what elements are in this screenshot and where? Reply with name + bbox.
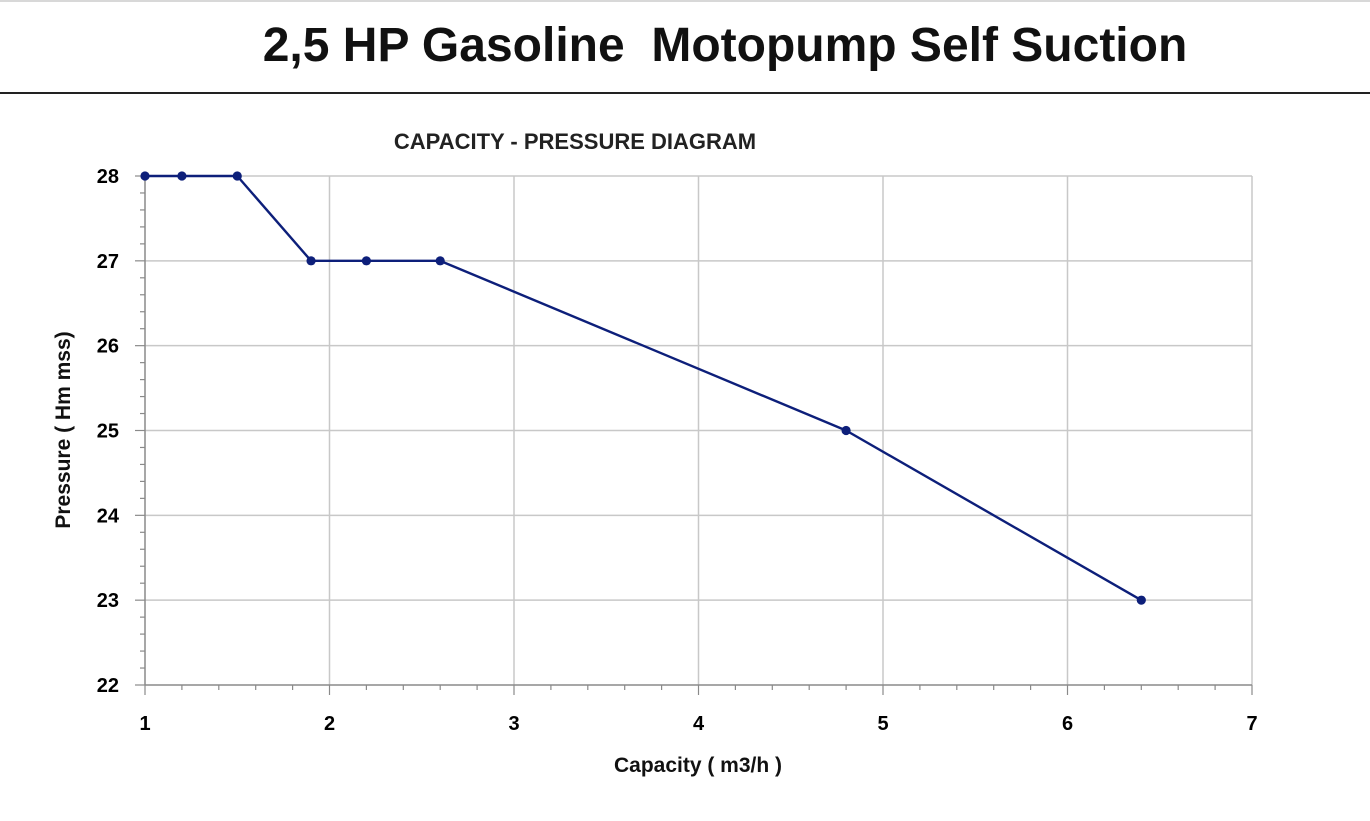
y-tick-label: 22: [97, 675, 119, 697]
data-point: [435, 256, 445, 266]
y-axis-label: Pressure ( Hm mss): [52, 331, 75, 528]
series-line: [145, 174, 1142, 602]
x-tick-label: 1: [139, 713, 150, 735]
chart-title: CAPACITY - PRESSURE DIAGRAM: [394, 129, 756, 154]
x-tick-label: 4: [693, 713, 705, 735]
x-tick-label: 3: [508, 713, 519, 735]
x-tick-label: 5: [877, 713, 888, 735]
axes: [135, 175, 1253, 695]
top-border: [0, 0, 1370, 2]
series: [140, 171, 1146, 605]
y-tick-label: 23: [97, 590, 119, 612]
y-tick-labels: 22 23 24 25 26 27 28: [97, 166, 120, 697]
x-tick-label: 2: [324, 713, 335, 735]
grid: [145, 175, 1253, 685]
data-point: [232, 171, 242, 181]
x-tick-label: 7: [1246, 713, 1257, 735]
data-point: [140, 171, 150, 181]
y-tick-label: 25: [97, 421, 119, 443]
data-point: [306, 256, 316, 266]
x-tick-label: 6: [1062, 713, 1073, 735]
y-tick-label: 26: [97, 336, 119, 358]
data-point: [841, 425, 851, 436]
x-axis-label: Capacity ( m3/h ): [614, 754, 782, 777]
y-tick-label: 24: [97, 505, 120, 527]
data-point: [177, 171, 187, 181]
y-tick-label: 27: [97, 251, 119, 273]
title-rule: [0, 92, 1370, 94]
y-tick-label: 28: [97, 166, 119, 188]
data-point: [361, 256, 371, 266]
x-tick-labels: 1 2 3 4 5 6 7: [139, 713, 1257, 735]
data-point: [1136, 595, 1146, 605]
page-title: 2,5 HP Gasoline Motopump Self Suction: [262, 19, 1188, 72]
